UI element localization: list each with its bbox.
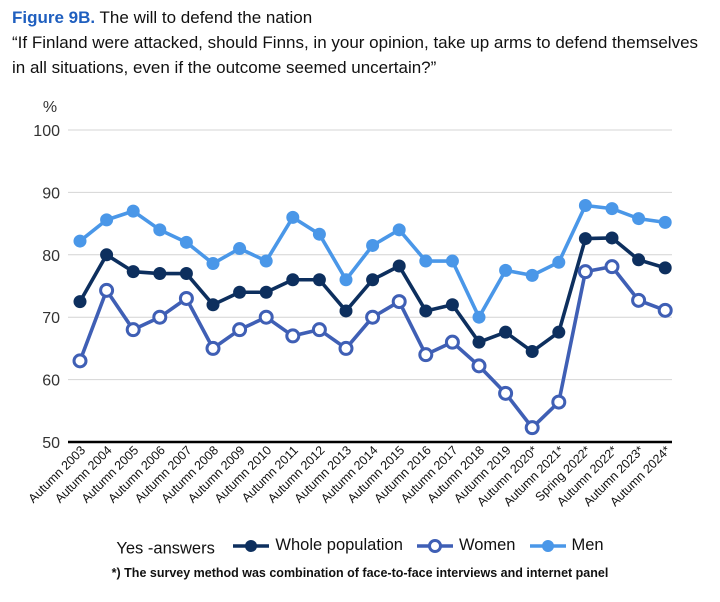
series-1-point (311, 322, 327, 338)
legend-swatch (416, 538, 453, 553)
legend-label: Women (458, 536, 516, 554)
series-2-point (605, 202, 619, 216)
series-2-point (233, 242, 247, 256)
title-block: Figure 9B. The will to defend the nation… (12, 6, 712, 80)
series-1-point (205, 340, 221, 356)
series-line-1 (78, 264, 666, 430)
series-2-point (312, 227, 326, 241)
series-1-point (657, 302, 673, 318)
legend-item: Men (529, 536, 604, 555)
series-2-point (179, 235, 193, 249)
series-0-point (499, 325, 513, 339)
series-1-point (551, 394, 567, 410)
series-0-point (233, 285, 247, 299)
series-0-point (578, 232, 592, 246)
series-0-point (445, 298, 459, 312)
series-1-point (178, 290, 194, 306)
series-0-point (179, 267, 193, 281)
series-1-point (338, 340, 354, 356)
figure-label: Figure 9B. (12, 8, 96, 27)
series-1-point (604, 259, 620, 275)
series-2-point (552, 255, 566, 269)
series-2-point (366, 238, 380, 252)
series-1-point (391, 294, 407, 310)
series-1-point (444, 334, 460, 350)
series-0-point (658, 261, 672, 275)
series-0-point (73, 295, 87, 309)
y-tick-label: 80 (42, 248, 60, 265)
series-1-point (498, 385, 514, 401)
y-tick-label: 90 (42, 185, 60, 202)
y-tick-label: 70 (42, 310, 60, 327)
series-0-point (419, 304, 433, 318)
series-2-point (206, 257, 220, 271)
series-0-point (392, 259, 406, 273)
footnote: *) The survey method was combination of … (111, 566, 609, 580)
series-2-point (286, 210, 300, 224)
figure-heading: Figure 9B. The will to defend the nation (12, 6, 712, 30)
series-1-point (258, 309, 274, 325)
legend-item: Women (416, 536, 516, 555)
y-tick-label: 60 (42, 373, 60, 390)
series-2-point (392, 223, 406, 237)
legend-caption: Yes -answers (116, 539, 215, 558)
series-1-point (285, 328, 301, 344)
series-1-point (152, 309, 168, 325)
series-2-point (578, 199, 592, 213)
legend-swatch (233, 539, 270, 552)
legend-swatch (529, 539, 566, 552)
series-0-point (286, 273, 300, 287)
legend-label: Men (571, 536, 604, 554)
series-2-point (632, 212, 646, 226)
series-1-point (631, 292, 647, 308)
series-2-point (499, 263, 513, 277)
series-2-point (525, 268, 539, 282)
figure-title: The will to defend the nation (99, 8, 313, 27)
series-1-point (232, 322, 248, 338)
series-0-point (552, 325, 566, 339)
series-1-point (99, 282, 115, 298)
series-1-point (471, 358, 487, 374)
series-1-point (365, 309, 381, 325)
survey-question: “If Finland were attacked, should Finns,… (12, 33, 699, 77)
series-1-point (524, 420, 540, 436)
series-0-point (605, 231, 619, 245)
series-0-point (153, 267, 167, 281)
series-1-point (72, 353, 88, 369)
series-0-point (100, 248, 114, 262)
series-2-point (259, 254, 273, 268)
series-0-point (259, 285, 273, 299)
series-0-point (339, 304, 353, 318)
series-1-point (418, 347, 434, 363)
series-0-point (126, 265, 140, 279)
series-1-point (125, 322, 141, 338)
series-0-point (312, 273, 326, 287)
series-0-point (632, 253, 646, 267)
series-2-point (100, 213, 114, 227)
series-2-point (445, 254, 459, 268)
series-2-point (153, 223, 167, 237)
series-0-point (366, 273, 380, 287)
series-0-point (472, 335, 486, 349)
legend-items: Whole population Women Men (219, 536, 604, 558)
legend-label: Whole population (275, 536, 403, 554)
series-2-point (658, 215, 672, 229)
series-2-point (419, 254, 433, 268)
legend: Yes -answers Whole population Women Men (0, 536, 720, 559)
series-0-point (525, 345, 539, 359)
series-2-point (472, 310, 486, 324)
series-2-point (73, 234, 87, 248)
y-tick-label: 50 (42, 435, 60, 452)
y-tick-label: 100 (33, 123, 60, 140)
series-2-point (126, 204, 140, 218)
series-0-point (206, 298, 220, 312)
legend-item: Whole population (233, 536, 403, 555)
series-1-point (577, 264, 593, 280)
series-2-point (339, 273, 353, 287)
y-axis-label: % (43, 99, 57, 116)
